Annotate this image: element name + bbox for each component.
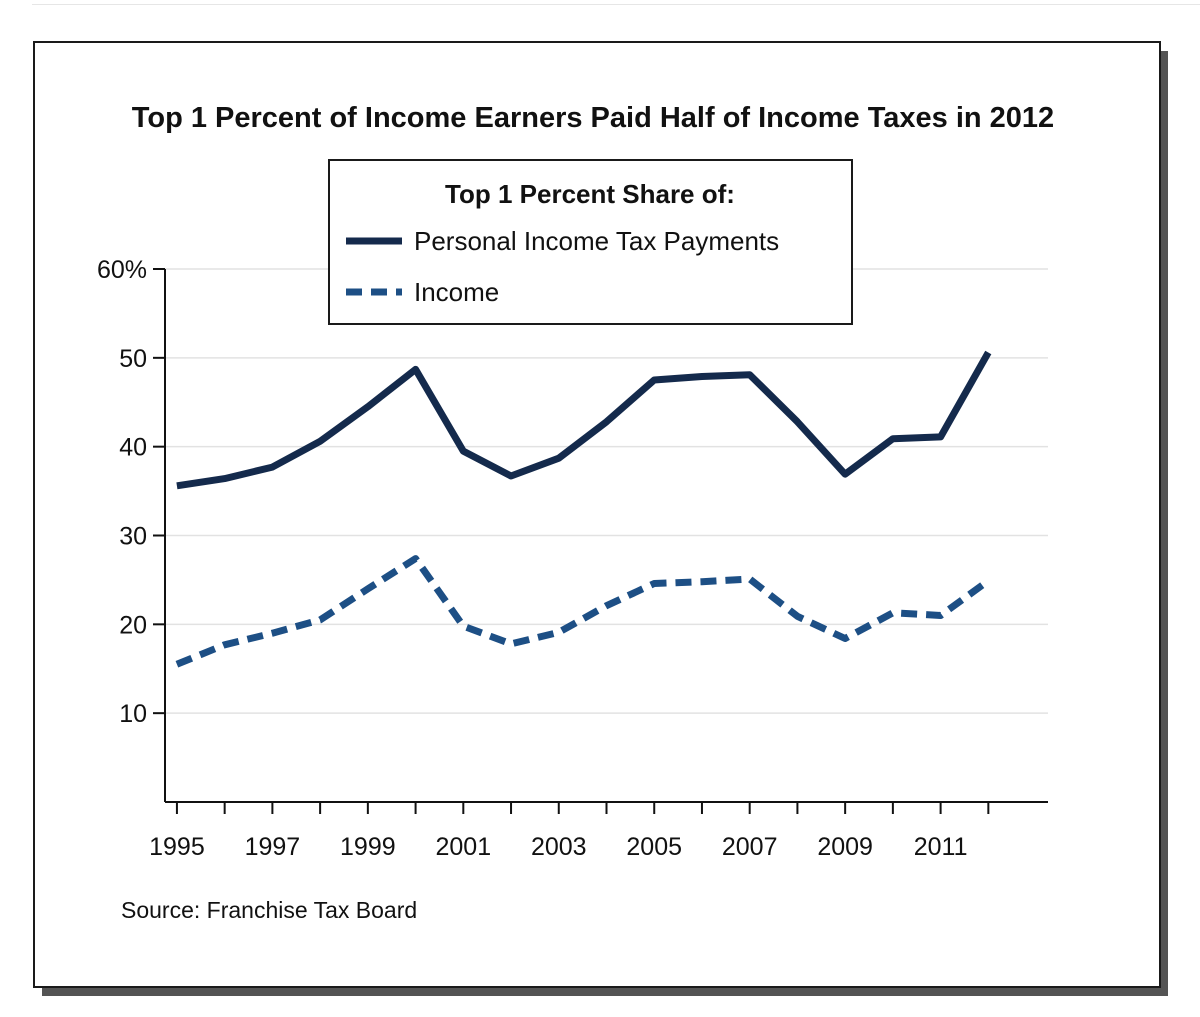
page-top-divider [32, 4, 1200, 5]
y-tick-label-50: 50 [119, 345, 147, 373]
gridlines [165, 268, 1048, 714]
legend: Top 1 Percent Share of: Personal Income … [328, 159, 853, 325]
legend-label-tax-payments: Personal Income Tax Payments [414, 226, 779, 256]
x-tick-label-1995: 1995 [149, 833, 205, 861]
legend-box [328, 159, 853, 325]
x-tick-label-2011: 2011 [914, 833, 968, 861]
series-line-income [175, 555, 991, 668]
x-tick-label-2003: 2003 [531, 833, 587, 861]
x-tick-label-2005: 2005 [626, 833, 682, 861]
series-lines [175, 350, 992, 668]
legend-title: Top 1 Percent Share of: [445, 179, 735, 209]
series-line-tax-payments [176, 350, 992, 490]
y-tick-label-40: 40 [119, 434, 147, 462]
y-tick-label-60: 60% [97, 256, 147, 284]
x-tick-label-1997: 1997 [245, 833, 301, 861]
axes: 10 20 30 40 50 60% 1995 1997 1999 2001 2003 2005 200… [97, 256, 1048, 861]
x-tick-label-2001: 2001 [435, 833, 491, 861]
source-note: Source: Franchise Tax Board [121, 897, 417, 923]
x-tick-label-2009: 2009 [817, 833, 873, 861]
legend-label-income: Income [414, 277, 499, 307]
y-tick-label-30: 30 [119, 523, 147, 551]
y-tick-label-20: 20 [119, 611, 147, 639]
x-tick-label-1999: 1999 [340, 833, 396, 861]
x-tick-label-2007: 2007 [722, 833, 778, 861]
y-tick-label-10: 10 [119, 700, 147, 728]
chart-title: Top 1 Percent of Income Earners Paid Hal… [132, 102, 1054, 134]
